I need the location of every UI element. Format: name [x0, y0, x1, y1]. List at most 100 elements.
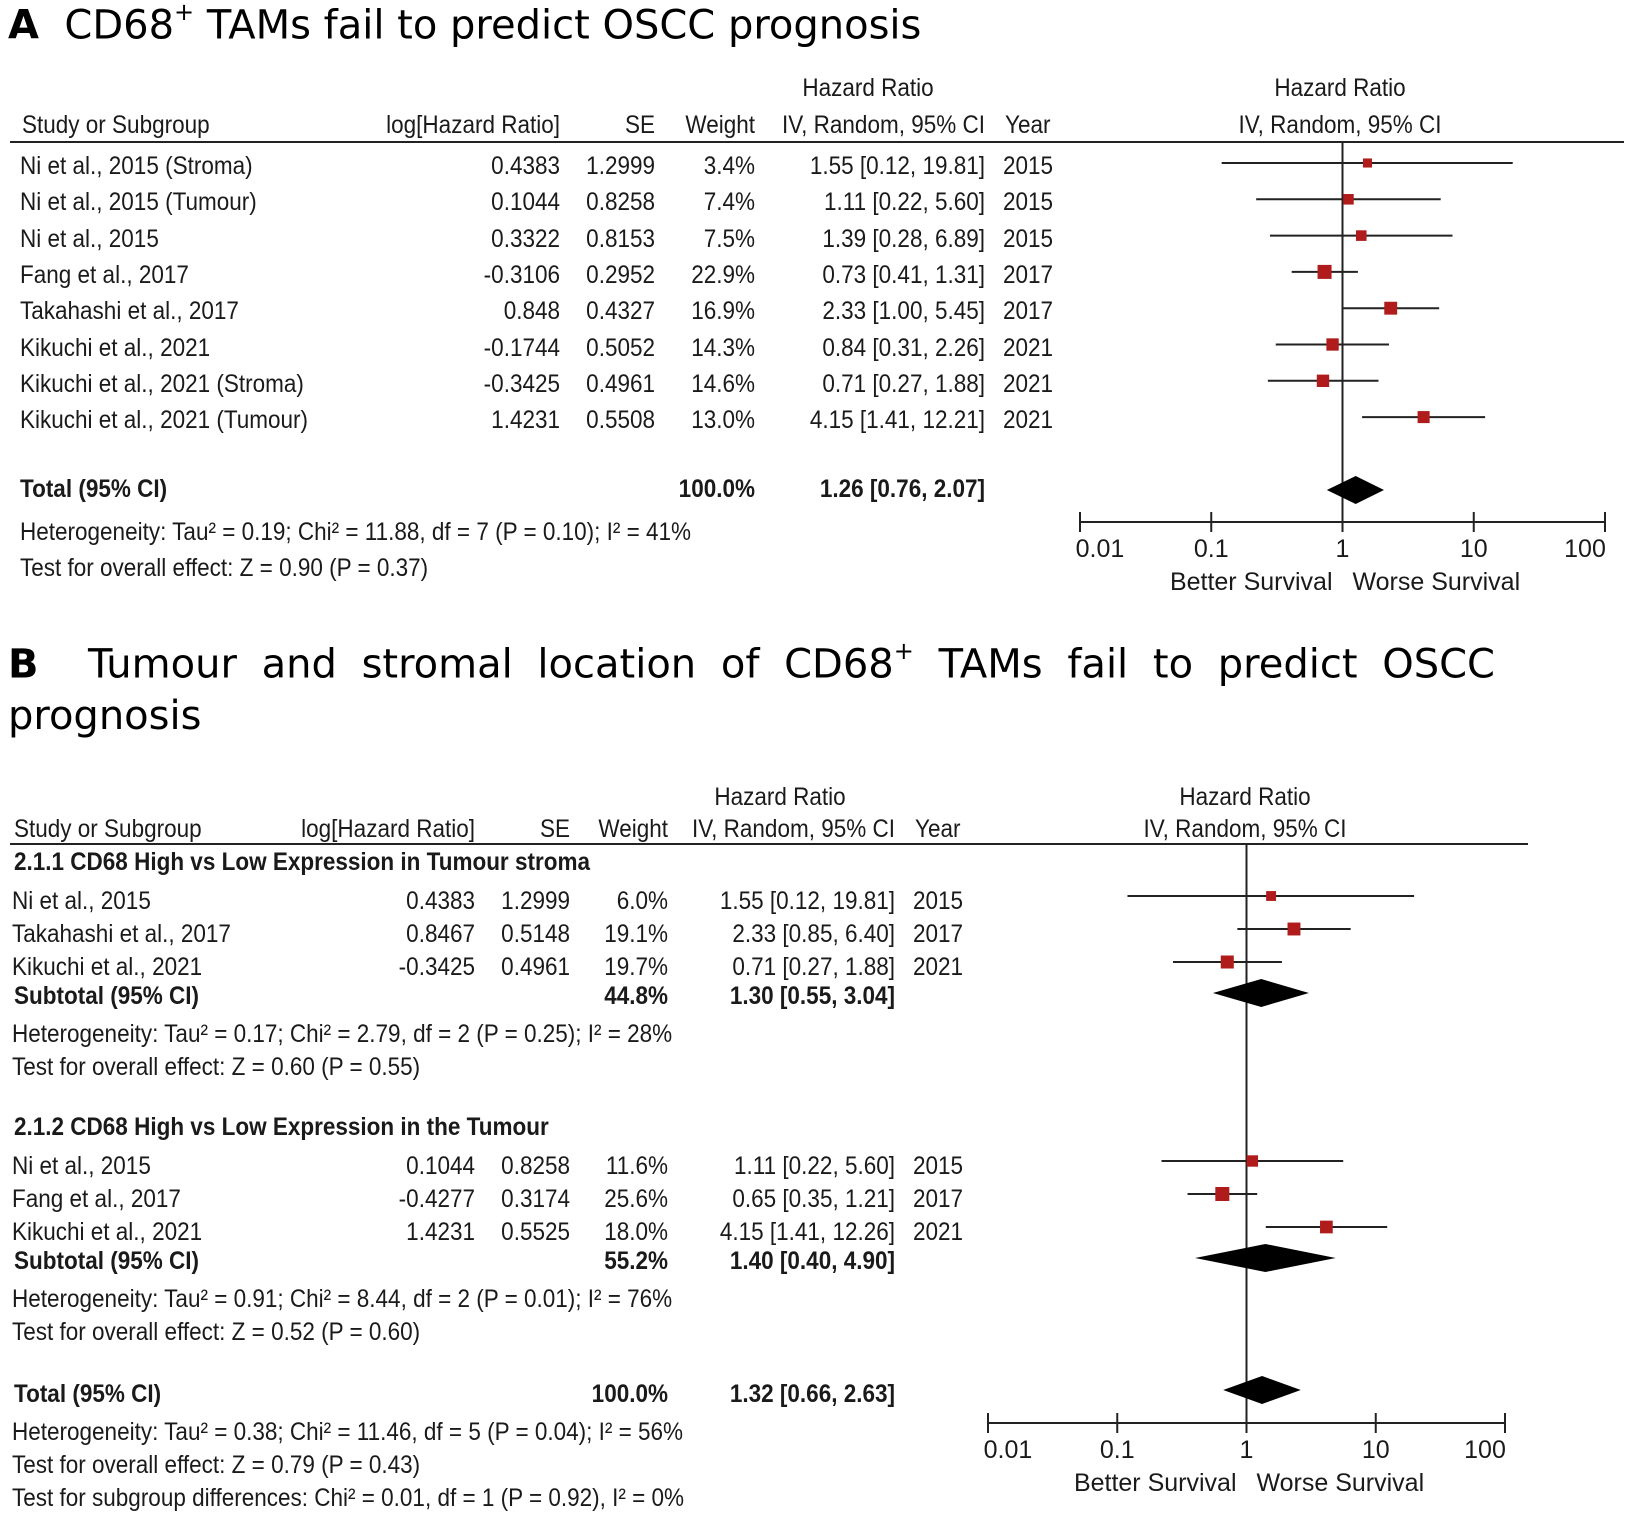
- a-header-se: SE: [624, 111, 655, 139]
- b-header-plot-top: Hazard Ratio: [1179, 783, 1311, 811]
- b-header-rule: [10, 843, 1528, 845]
- b-tick-label: 1: [1240, 1436, 1254, 1464]
- a-row-ci: 1.11 [0.22, 5.60]: [824, 188, 985, 216]
- panel-b-letter: B: [8, 641, 39, 688]
- b-pooled-diamond: [1223, 1376, 1301, 1404]
- a-row-year: 2017: [1003, 261, 1054, 289]
- a-tick-label: 0.01: [1076, 535, 1125, 563]
- b-row-loghr: -0.3425: [398, 953, 475, 981]
- panel-a-title-rest: TAMs fail to predict OSCC prognosis: [194, 2, 922, 49]
- b-tick-label: 0.1: [1100, 1436, 1135, 1464]
- a-xlabel-better-survival: Better Survival: [1170, 568, 1333, 596]
- a-row-study: Ni et al., 2015 (Stroma): [20, 152, 253, 180]
- b-row-loghr: 0.1044: [406, 1152, 475, 1180]
- b-group-overall-effect: Test for overall effect: Z = 0.52 (P = 0…: [12, 1318, 421, 1346]
- panel-b-title-sup: +: [893, 637, 914, 665]
- a-row-study: Kikuchi et al., 2021 (Stroma): [20, 370, 304, 398]
- b-heterogeneity: Heterogeneity: Tau² = 0.38; Chi² = 11.46…: [12, 1418, 684, 1446]
- b-row-ci: 1.55 [0.12, 19.81]: [719, 887, 895, 915]
- a-header-loghr: log[Hazard Ratio]: [386, 111, 560, 139]
- b-group-heterogeneity: Heterogeneity: Tau² = 0.17; Chi² = 2.79,…: [12, 1020, 673, 1048]
- b-group-heterogeneity: Heterogeneity: Tau² = 0.91; Chi² = 8.44,…: [12, 1285, 673, 1313]
- b-row-se: 0.5148: [501, 920, 570, 948]
- b-tick-label: 100: [1464, 1436, 1506, 1464]
- b-row-year: 2017: [913, 1185, 964, 1213]
- a-row-study: Fang et al., 2017: [20, 261, 189, 289]
- b-total-label: Total (95% CI): [14, 1380, 162, 1408]
- b-row-study: Takahashi et al., 2017: [12, 920, 231, 948]
- a-row-year: 2015: [1003, 188, 1054, 216]
- b-group-overall-effect: Test for overall effect: Z = 0.60 (P = 0…: [12, 1053, 421, 1081]
- b-row-year: 2021: [913, 953, 964, 981]
- b-group-heading: 2.1.1 CD68 High vs Low Expression in Tum…: [14, 848, 590, 876]
- a-row-study: Kikuchi et al., 2021: [20, 334, 211, 362]
- b-header-loghr: log[Hazard Ratio]: [301, 815, 475, 843]
- b-subtotal-label: Subtotal (95% CI): [14, 1247, 200, 1275]
- a-forest-plot: 0.01 0.1 1 10 100 Better Survival Worse Surviv…: [1076, 141, 1606, 596]
- a-row-weight: 7.4%: [703, 188, 755, 216]
- a-pooled-diamond: [1326, 476, 1384, 504]
- a-row-se: 1.2999: [586, 152, 655, 180]
- a-row-se: 0.5052: [586, 334, 655, 362]
- b-tick-label: 10: [1362, 1436, 1390, 1464]
- b-row-year: 2017: [913, 920, 964, 948]
- a-study-marker: [1326, 338, 1339, 351]
- a-row-year: 2021: [1003, 406, 1054, 434]
- b-row-se: 0.5525: [501, 1218, 570, 1246]
- panel-b-title: B Tumour and stromal location of CD68+ T…: [8, 639, 1495, 688]
- b-header-plot-bottom: IV, Random, 95% CI: [1143, 815, 1347, 843]
- b-subgroup-differences: Test for subgroup differences: Chi² = 0.…: [12, 1484, 685, 1512]
- a-row-study: Ni et al., 2015 (Tumour): [20, 188, 257, 216]
- a-row-study: Ni et al., 2015: [20, 225, 159, 253]
- a-header-rule: [10, 141, 1624, 143]
- a-study-marker: [1417, 411, 1430, 424]
- a-row-se: 0.8258: [586, 188, 655, 216]
- a-study-marker: [1317, 264, 1332, 279]
- b-row-se: 0.8258: [501, 1152, 570, 1180]
- a-row-ci: 4.15 [1.41, 12.21]: [809, 406, 985, 434]
- panel-a-title-sup: +: [174, 0, 195, 26]
- panel-b-title-rest: TAMs fail to predict OSCC: [913, 641, 1495, 688]
- a-row-ci: 0.71 [0.27, 1.88]: [822, 370, 985, 398]
- b-subtotal-diamond: [1212, 979, 1309, 1007]
- a-tick-label: 100: [1564, 535, 1606, 563]
- b-study-marker: [1287, 922, 1301, 936]
- a-overall-effect: Test for overall effect: Z = 0.90 (P = 0…: [20, 554, 429, 582]
- b-row-se: 0.4961: [501, 953, 570, 981]
- a-row-loghr: 0.3322: [491, 225, 560, 253]
- b-row-loghr: -0.4277: [398, 1185, 475, 1213]
- a-row-weight: 13.0%: [691, 406, 755, 434]
- a-xlabel-worse-survival: Worse Survival: [1353, 568, 1521, 596]
- a-row-weight: 14.3%: [691, 334, 755, 362]
- a-total-ci: 1.26 [0.76, 2.07]: [819, 475, 985, 503]
- b-row-ci: 0.71 [0.27, 1.88]: [732, 953, 895, 981]
- b-study-marker: [1215, 1187, 1230, 1201]
- a-tick-label: 0.1: [1194, 535, 1229, 563]
- b-row-ci: 2.33 [0.85, 6.40]: [732, 920, 895, 948]
- a-row-loghr: 0.1044: [491, 188, 560, 216]
- b-subtotal-ci: 1.30 [0.55, 3.04]: [729, 982, 895, 1010]
- b-study-marker: [1246, 1155, 1259, 1167]
- panel-b-title-line2: prognosis: [8, 693, 202, 739]
- b-row-ci: 4.15 [1.41, 12.26]: [719, 1218, 895, 1246]
- panel-a-title-main: CD68: [64, 2, 175, 49]
- b-row-ci: 1.11 [0.22, 5.60]: [734, 1152, 895, 1180]
- a-row-weight: 16.9%: [691, 297, 755, 325]
- a-header-hr-bottom: IV, Random, 95% CI: [781, 111, 985, 139]
- b-header-weight: Weight: [598, 815, 668, 843]
- b-row-weight: 25.6%: [604, 1185, 668, 1213]
- b-row-weight: 19.7%: [604, 953, 668, 981]
- a-row-weight: 3.4%: [703, 152, 755, 180]
- a-study-marker: [1343, 194, 1354, 205]
- b-header-hr-bottom: IV, Random, 95% CI: [691, 815, 895, 843]
- a-row-ci: 1.55 [0.12, 19.81]: [809, 152, 985, 180]
- panel-b-title-main: Tumour and stromal location of CD68: [87, 641, 894, 688]
- b-row-study: Kikuchi et al., 2021: [12, 1218, 203, 1246]
- b-row-se: 1.2999: [501, 887, 570, 915]
- a-row-year: 2015: [1003, 225, 1054, 253]
- b-subtotal-weight: 55.2%: [604, 1247, 668, 1275]
- a-row-loghr: 0.4383: [491, 152, 560, 180]
- a-row-se: 0.8153: [586, 225, 655, 253]
- b-header-study: Study or Subgroup: [14, 815, 202, 843]
- b-header-se: SE: [539, 815, 570, 843]
